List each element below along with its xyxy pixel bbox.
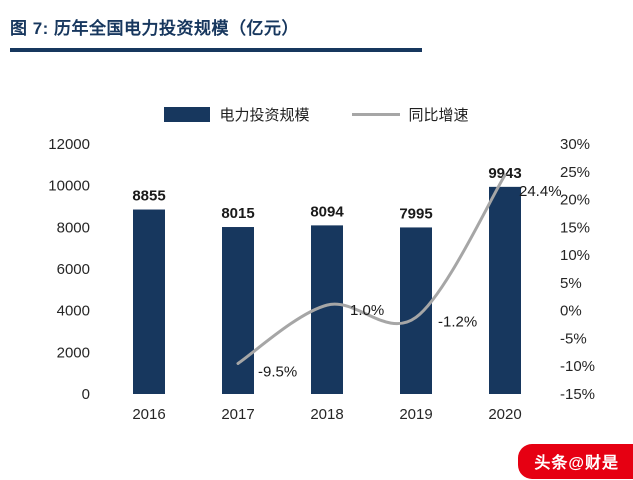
chart-legend: 电力投资规模 同比增速: [0, 104, 633, 125]
title-underline: [10, 48, 422, 52]
left-axis-tick: 0: [82, 386, 90, 403]
left-axis-tick: 6000: [57, 261, 90, 278]
watermark-badge: 头条@财是: [518, 444, 633, 479]
figure-header: 图 7: 历年全国电力投资规模（亿元）: [0, 0, 633, 52]
right-axis-tick: -15%: [560, 386, 595, 403]
left-axis-tick: 4000: [57, 303, 90, 320]
left-axis-tick: 12000: [48, 136, 90, 153]
legend-item-growth: 同比增速: [351, 104, 469, 125]
combo-chart: 12000 10000 8000 6000 4000 2000 0 30% 25% 20% 15% 1…: [48, 136, 595, 423]
bar: [133, 209, 165, 394]
line-value-label: 24.4%: [519, 183, 562, 200]
right-axis-tick: -10%: [560, 358, 595, 375]
bar: [489, 186, 521, 394]
legend-label-investment: 电力投资规模: [219, 107, 310, 124]
x-axis-tick: 2018: [310, 406, 343, 423]
line-value-label: 1.0%: [350, 302, 384, 319]
right-axis-tick: 10%: [560, 247, 590, 264]
right-axis-tick: 20%: [560, 192, 590, 209]
left-axis-tick: 2000: [57, 344, 90, 361]
bar: [222, 227, 254, 394]
left-axis-tick: 8000: [57, 219, 90, 236]
line-value-label: -9.5%: [258, 363, 297, 380]
left-axis-tick: 10000: [48, 178, 90, 195]
x-axis-tick: 2019: [399, 406, 432, 423]
watermark-text: 头条@财是: [534, 455, 619, 472]
bar-value-label: 7995: [399, 205, 432, 222]
right-axis-tick: -5%: [560, 330, 587, 347]
right-axis-tick: 5%: [560, 275, 582, 292]
right-axis-tick: 15%: [560, 219, 590, 236]
line-series-swatch: [351, 113, 400, 116]
growth-line: [236, 173, 507, 365]
figure-title: 图 7: 历年全国电力投资规模（亿元）: [10, 19, 300, 38]
right-axis-tick: 25%: [560, 164, 590, 181]
bar-value-label: 9943: [488, 165, 521, 182]
bar-value-label: 8094: [310, 203, 344, 220]
x-axis-tick: 2020: [488, 406, 521, 423]
bar-series-swatch: [164, 107, 211, 122]
legend-item-investment: 电力投资规模: [164, 104, 310, 125]
right-axis-tick: 30%: [560, 136, 590, 153]
bar-value-label: 8015: [221, 205, 254, 222]
line-value-label: -1.2%: [438, 313, 477, 330]
right-axis-tick: 0%: [560, 303, 582, 320]
legend-label-growth: 同比增速: [408, 107, 469, 124]
bar-value-label: 8855: [132, 188, 165, 205]
x-axis-tick: 2016: [132, 406, 165, 423]
bar: [400, 227, 432, 394]
x-axis-tick: 2017: [221, 406, 254, 423]
